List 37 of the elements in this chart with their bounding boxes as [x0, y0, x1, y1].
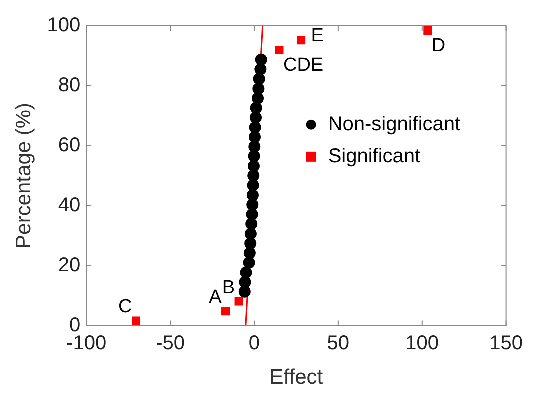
y-tick-label: 100: [47, 14, 81, 37]
x-tick-label: 0: [248, 332, 260, 354]
annotation: CDE: [283, 55, 324, 76]
x-tick-label: -50: [156, 332, 185, 354]
point: [255, 54, 268, 66]
annotation: D: [432, 36, 446, 57]
point: [297, 36, 306, 45]
point: [424, 26, 432, 36]
annotation: A: [209, 287, 222, 308]
point: [244, 228, 257, 240]
point: [239, 276, 252, 288]
y-tick-label: 20: [58, 254, 81, 276]
point: [248, 160, 260, 172]
point: [275, 46, 284, 55]
annotation: B: [222, 277, 236, 298]
point: [248, 140, 261, 153]
y-axis-title: Percentage (%): [12, 102, 36, 249]
point: [248, 170, 260, 182]
legend-label: Non-significant: [328, 113, 462, 136]
annotation: E: [311, 26, 324, 47]
y-tick-label: 40: [58, 194, 81, 216]
annotation: C: [118, 296, 132, 318]
y-tick-label: 60: [58, 134, 81, 156]
point: [132, 316, 141, 326]
x-tick-label: 100: [406, 332, 440, 354]
x-tick-label: 150: [490, 332, 524, 354]
point: [249, 122, 262, 134]
point: [244, 247, 256, 260]
point: [246, 189, 259, 202]
x-tick-label: 50: [327, 332, 350, 354]
x-axis-title: Effect: [270, 366, 324, 390]
point: [222, 307, 230, 316]
point: [234, 297, 244, 306]
point: [240, 266, 252, 279]
point: [252, 82, 265, 95]
legend-label: Significant: [328, 145, 422, 168]
y-tick-label: 80: [58, 74, 81, 96]
